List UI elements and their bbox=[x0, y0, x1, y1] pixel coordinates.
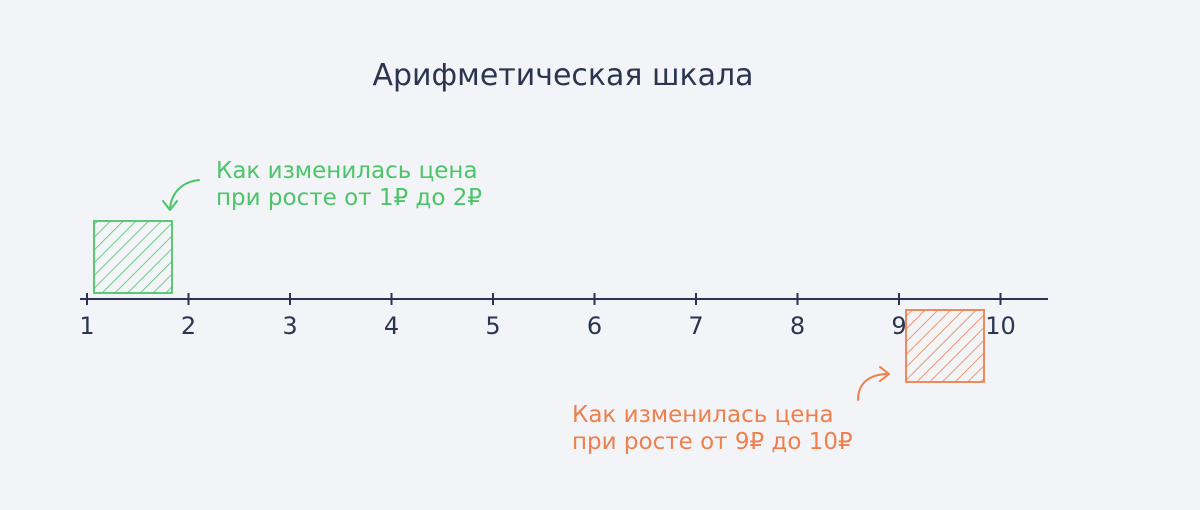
orange-arrowhead-icon bbox=[879, 366, 890, 382]
green-annotation-line2: при росте от 1₽ до 2₽ bbox=[216, 185, 482, 211]
axis-tick-label: 4 bbox=[384, 312, 399, 340]
orange-arrow-icon bbox=[857, 373, 887, 401]
axis-tick-label: 6 bbox=[587, 312, 602, 340]
axis-tick-label: 10 bbox=[985, 312, 1016, 340]
green-arrowhead-icon bbox=[162, 200, 178, 211]
axis-tick-label: 3 bbox=[282, 312, 297, 340]
axis-tick-label: 1 bbox=[79, 312, 94, 340]
axis-ticks: 1 2 3 4 5 6 7 8 9 10 bbox=[79, 293, 1016, 340]
axis-tick-label: 7 bbox=[688, 312, 703, 340]
green-arrow-icon bbox=[169, 179, 200, 209]
axis-tick-label: 8 bbox=[790, 312, 805, 340]
orange-annotation-line1: Как изменилась цена bbox=[572, 402, 834, 428]
green-change-box bbox=[93, 220, 173, 294]
orange-annotation-line2: при росте от 9₽ до 10₽ bbox=[572, 429, 853, 455]
axis-tick-label: 9 bbox=[891, 312, 906, 340]
axis-tick-label: 2 bbox=[181, 312, 196, 340]
axis-tick-label: 5 bbox=[485, 312, 500, 340]
green-annotation-line1: Как изменилась цена bbox=[216, 158, 478, 184]
orange-change-box bbox=[905, 309, 985, 383]
diagram-title: Арифметическая шкала bbox=[372, 58, 753, 93]
